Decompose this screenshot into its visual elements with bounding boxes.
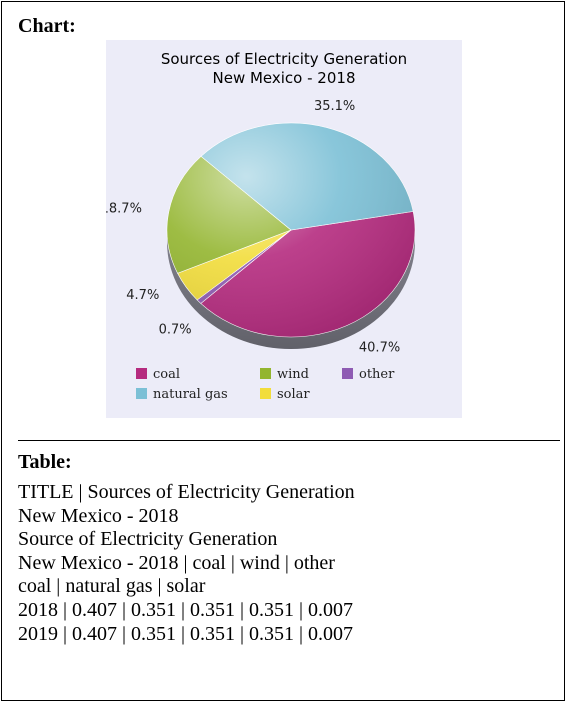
pie-label-coal: 40.7%	[359, 341, 400, 356]
legend-swatch-wind	[260, 368, 271, 379]
chart-title-line-2: New Mexico - 2018	[213, 69, 356, 87]
table-line: New Mexico - 2018 | coal | wind | other	[18, 551, 335, 574]
pie-gloss	[167, 123, 415, 337]
legend-swatch-other	[342, 368, 353, 379]
table-line: Source of Electricity Generation	[18, 528, 278, 551]
section-divider	[18, 440, 560, 441]
pie-label-natural-gas: 35.1%	[314, 99, 355, 114]
pie-value-labels: 40.7% 0.7% 4.7% 18.7% 35.1%	[106, 99, 400, 356]
data-table: TITLE | Sources of Electricity Generatio…	[18, 481, 355, 646]
pie-label-other: 0.7%	[159, 322, 192, 337]
legend-swatch-natural-gas	[136, 388, 147, 399]
chart-section-label: Chart:	[18, 15, 76, 37]
legend-label-coal: coal	[153, 367, 180, 382]
pie-chart: Sources of Electricity Generation New Me…	[106, 40, 462, 418]
table-line: 2019 | 0.407 | 0.351 | 0.351 | 0.351 | 0…	[18, 622, 354, 645]
legend-label-natural-gas: natural gas	[153, 387, 228, 402]
legend-swatch-coal	[136, 368, 147, 379]
table-section-label: Table:	[18, 451, 72, 473]
legend-swatch-solar	[260, 388, 271, 399]
legend-label-wind: wind	[277, 367, 309, 382]
chart-legend: coal wind other natural gas solar	[136, 367, 395, 402]
pie-slices	[166, 122, 416, 349]
pie-label-solar: 4.7%	[126, 288, 159, 303]
table-line: TITLE | Sources of Electricity Generatio…	[18, 481, 355, 503]
table-line: 2018 | 0.407 | 0.351 | 0.351 | 0.351 | 0…	[18, 598, 354, 621]
legend-label-solar: solar	[277, 387, 310, 402]
chart-title-line-1: Sources of Electricity Generation	[161, 50, 407, 68]
legend-label-other: other	[359, 367, 395, 382]
pie-label-wind: 18.7%	[106, 202, 142, 217]
pie-chart-svg: Sources of Electricity Generation New Me…	[106, 50, 416, 402]
table-line: coal | natural gas | solar	[18, 575, 206, 598]
table-line: New Mexico - 2018	[18, 504, 179, 527]
